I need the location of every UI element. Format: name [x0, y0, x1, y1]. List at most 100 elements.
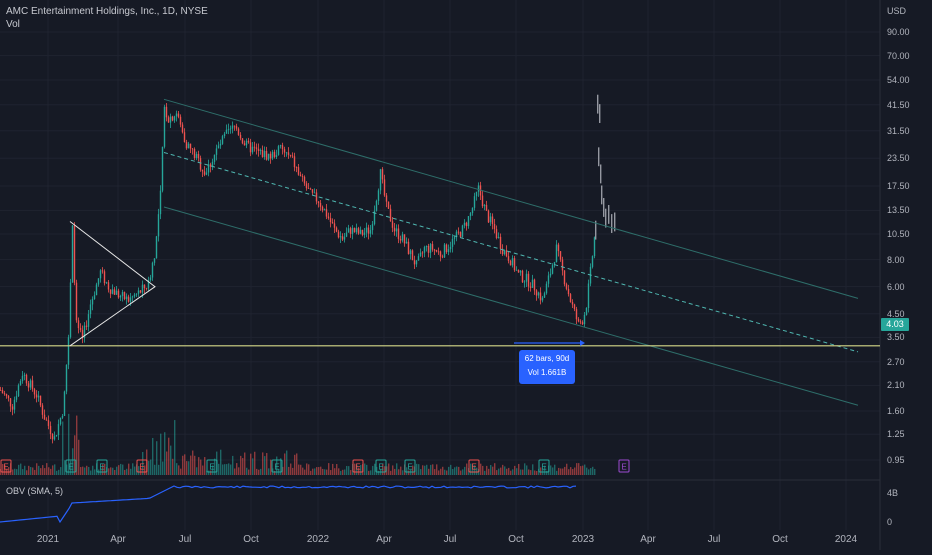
candle-body [455, 231, 458, 238]
candle-body [303, 176, 306, 184]
earnings-marker [0, 459, 12, 473]
candle-body [69, 282, 72, 338]
symbol-title[interactable]: AMC Entertainment Holdings, Inc., 1D, NY… [6, 6, 208, 17]
volume-bar [420, 469, 422, 475]
volume-bar [476, 467, 478, 475]
candle-body [49, 425, 52, 434]
grid-lines [0, 0, 881, 550]
candle-body [163, 106, 166, 147]
candle-body [383, 179, 386, 196]
volume-bar [166, 451, 168, 475]
candle-body [229, 128, 232, 130]
candle-body [187, 143, 190, 149]
candle-body [0, 389, 2, 391]
candle-body [179, 116, 182, 125]
volume-bar [132, 463, 134, 475]
candle-body [565, 284, 568, 289]
volume-bar [180, 468, 182, 475]
earnings-marker [404, 459, 416, 473]
candle-body [427, 245, 430, 253]
last-price-badge: 4.03 [881, 318, 909, 331]
volume-bar [482, 465, 484, 475]
candle-body [159, 190, 162, 215]
volume-bar [42, 465, 44, 475]
volume-bar [558, 467, 560, 475]
volume-bar [308, 464, 310, 475]
candle-body [251, 146, 254, 153]
volume-bar [188, 461, 190, 475]
candle-body [423, 247, 426, 253]
candle-body [403, 234, 406, 244]
channel-lower-line [163, 206, 859, 406]
earnings-marker-label: E [139, 463, 144, 472]
volume-bar [530, 470, 532, 475]
volume-bar [158, 464, 160, 475]
volume-bar [54, 464, 56, 475]
price-tick-2: 54.00 [887, 75, 910, 86]
candle-body [217, 145, 220, 149]
candle-body [265, 150, 268, 160]
candle-body [495, 229, 498, 238]
volume-bar [348, 466, 350, 475]
volume-bar [78, 439, 80, 475]
time-tick-3: Oct [243, 534, 259, 545]
candle-body [501, 248, 504, 255]
volume-bar [538, 468, 540, 475]
volume-bar [8, 467, 10, 475]
volume-bar [142, 451, 144, 475]
volume-bar [574, 467, 576, 475]
candle-body [45, 419, 48, 421]
candle-body [103, 271, 106, 284]
price-tick-8: 10.50 [887, 229, 910, 240]
volume-bar [172, 458, 174, 475]
earnings-marker-label: E [68, 463, 73, 472]
candle-body [225, 129, 228, 134]
candle-body [569, 294, 572, 303]
price-tick-4: 31.50 [887, 125, 910, 136]
volume-bar [366, 464, 368, 475]
candle-body [529, 286, 532, 288]
volume-bar [434, 469, 436, 475]
volume-bar [534, 470, 536, 475]
candle-body [545, 283, 548, 294]
volume-bar [524, 463, 526, 475]
candle-body [237, 128, 240, 135]
volume-bar [400, 466, 402, 475]
candle-body [467, 216, 470, 227]
candle-body [275, 154, 278, 157]
volume-bar [108, 468, 110, 475]
candle-body [477, 185, 480, 192]
candle-body [537, 292, 540, 296]
candle-body [531, 279, 534, 288]
volume-bar [516, 468, 518, 475]
candle-body [141, 284, 144, 293]
candle-body [429, 244, 432, 253]
volume-bar [280, 458, 282, 475]
time-tick-0: 2021 [36, 534, 60, 545]
candle-body [399, 238, 402, 241]
volume-bar [332, 463, 334, 475]
candle-body [393, 227, 396, 232]
candle-body [247, 140, 250, 143]
volume-bar [398, 469, 400, 475]
candle-body [465, 222, 468, 227]
obv-legend[interactable]: OBV (SMA, 5) [6, 486, 64, 496]
candle-body [249, 142, 252, 153]
volume-bar [68, 413, 70, 475]
candle-body [33, 389, 36, 395]
candle-body [245, 140, 248, 146]
price-tick-3: 41.50 [887, 99, 910, 110]
candle-body [353, 227, 356, 233]
volume-bar [70, 460, 72, 475]
candle-body [295, 167, 298, 168]
projected-candle [603, 198, 605, 217]
price-tick-7: 13.50 [887, 205, 910, 216]
channel-upper-line [163, 98, 859, 299]
volume-bar [426, 464, 428, 475]
candle-body [361, 229, 364, 235]
volume-bar [282, 466, 284, 475]
candle-body [579, 321, 582, 323]
volume-bar [226, 464, 228, 475]
